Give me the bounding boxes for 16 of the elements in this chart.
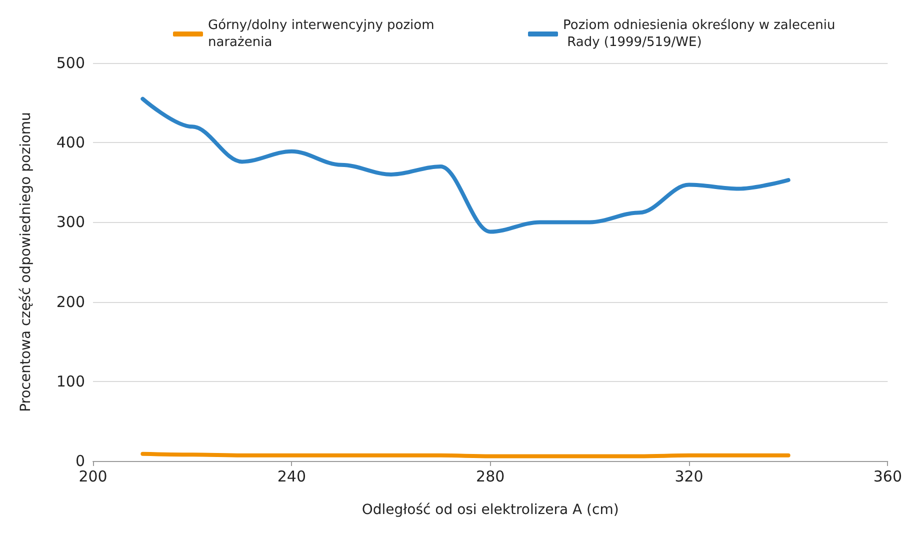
y-tick-label: 300 bbox=[56, 213, 85, 232]
y-tick-label: 100 bbox=[56, 372, 85, 390]
x-tick-label: 280 bbox=[476, 468, 505, 486]
x-tick-label: 360 bbox=[873, 468, 902, 486]
x-tick-label: 200 bbox=[78, 468, 108, 486]
y-axis-title: Procentowa część odpowiedniego poziomu bbox=[18, 112, 34, 412]
y-tick-label: 400 bbox=[56, 134, 85, 152]
line-series bbox=[140, 96, 790, 234]
y-tick-label: 0 bbox=[75, 452, 85, 470]
y-tick-label: 200 bbox=[56, 292, 85, 311]
x-tick-label: 240 bbox=[277, 468, 306, 486]
legend-label: Poziom odniesienia określony w zaleceniu Rady (1999/519/WE) bbox=[563, 18, 836, 50]
x-tick-label: 320 bbox=[674, 468, 704, 486]
y-tick-label: 500 bbox=[56, 54, 85, 72]
legend-label: Górny/dolny interwencyjny poziom narażenia bbox=[208, 18, 438, 50]
x-axis-title: Odległość od osi elektrolizera A (cm) bbox=[362, 502, 619, 518]
